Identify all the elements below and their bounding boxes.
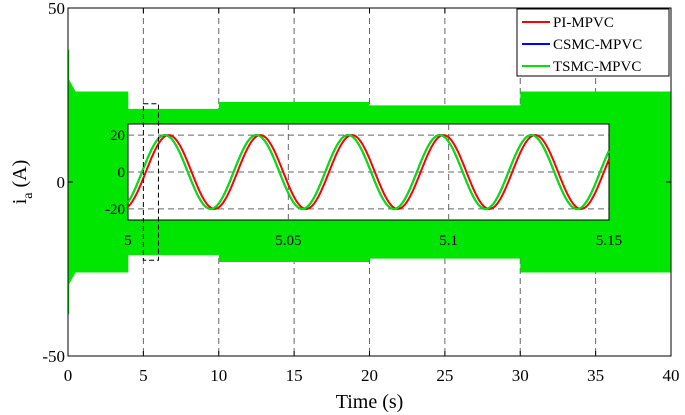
x-tick-label: 5 (139, 366, 148, 385)
y-tick-label: -50 (42, 347, 65, 366)
legend: PI-MPVC CSMC-MPVC TSMC-MPVC (516, 8, 670, 77)
inset-x-tick-label: 5.05 (275, 233, 301, 249)
legend-label: PI-MPVC (553, 15, 614, 31)
inset-y-tick-label: -20 (105, 202, 125, 218)
x-tick-label: 0 (64, 366, 73, 385)
x-tick-label: 20 (361, 366, 378, 385)
x-axis-label: Time (s) (336, 391, 404, 413)
y-tick-label: 50 (48, 0, 65, 18)
y-axis-label-main: i (9, 198, 31, 204)
y-axis-label-unit: (A) (9, 160, 31, 193)
y-tick-label: 0 (57, 173, 66, 192)
x-tick-label: 40 (663, 366, 680, 385)
svg-text:ia (A): ia (A) (9, 160, 36, 205)
inset-y-tick-label: 0 (118, 165, 126, 181)
inset-series (127, 134, 610, 210)
y-axis-label: ia (A) (9, 160, 36, 205)
y-axis-label-sub: a (21, 192, 36, 199)
x-tick-label: 15 (286, 366, 303, 385)
inset-x-tick-label: 5.1 (439, 233, 458, 249)
x-tick-label: 25 (436, 366, 453, 385)
inset-x-tick-label: 5 (124, 233, 132, 249)
inset-y-tick-label: 20 (110, 128, 125, 144)
x-tick-label: 35 (587, 366, 604, 385)
legend-box (516, 8, 670, 77)
zoom-window-box (142, 103, 159, 261)
zoom-inset: 5 5.05 5.1 5.15 -20 0 20 (105, 123, 622, 249)
x-tick-label: 30 (512, 366, 529, 385)
legend-label: TSMC-MPVC (553, 59, 641, 75)
inset-series-tsmc-mpvc (127, 134, 610, 210)
legend-label: CSMC-MPVC (553, 37, 642, 53)
inset-x-tick-label: 5.15 (596, 233, 622, 249)
inset-tick-labels: 5 5.05 5.1 5.15 -20 0 20 (105, 128, 622, 249)
x-tick-label: 10 (210, 366, 227, 385)
inset-series-pi-mpvc (127, 134, 610, 210)
